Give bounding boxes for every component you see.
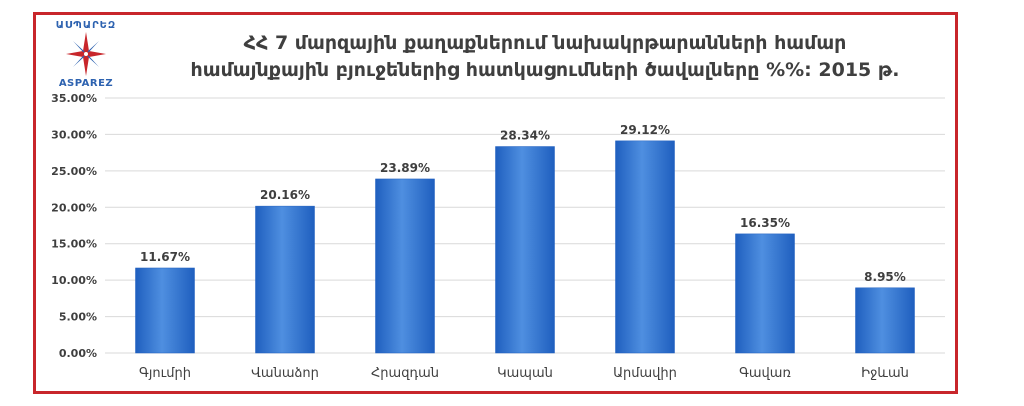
x-category-label: Վանաձոր	[251, 366, 319, 381]
bar	[495, 146, 555, 354]
y-tick-label: 30.00%	[51, 128, 97, 141]
bar	[735, 233, 795, 354]
value-label: 20.16%	[260, 188, 310, 202]
y-axis-tick-labels: 0.00% 5.00% 10.00% 15.00% 20.00% 25.00% 30.00%…	[51, 92, 97, 360]
bar	[135, 267, 195, 354]
bar	[255, 205, 315, 354]
bar	[615, 140, 675, 354]
bar	[375, 178, 435, 354]
value-label: 11.67%	[140, 250, 190, 264]
x-category-label: Իջևան	[861, 366, 909, 381]
value-label: 16.35%	[740, 216, 790, 230]
value-label: 8.95%	[864, 270, 906, 284]
x-category-label: Գավառ	[739, 366, 791, 381]
value-label: 23.89%	[380, 161, 430, 175]
asparez-logo: ԱՍՊԱՐԵԶ ASPAREZ	[45, 20, 127, 92]
x-category-label: Գյումրի	[139, 366, 191, 381]
logo-top-text: ԱՍՊԱՐԵԶ	[55, 20, 117, 31]
chart-title-line-2: համայնքային բյուջեներից հատկացումների ծա…	[190, 59, 900, 81]
y-tick-label: 35.00%	[51, 92, 97, 105]
value-label: 28.34%	[500, 129, 550, 143]
x-category-label: Կապան	[497, 366, 553, 381]
logo-bottom-text: ASPAREZ	[58, 78, 114, 89]
bars	[135, 140, 915, 354]
chart-title-line-1: ՀՀ 7 մարզային քաղաքներում նախակրթարաններ…	[243, 32, 847, 54]
x-axis-category-labels: Գյումրի Վանաձոր Հրազդան Կապան Արմավիր Գավառ Իջ…	[139, 366, 909, 381]
y-tick-label: 5.00%	[59, 311, 97, 324]
value-labels: 11.67% 20.16% 23.89% 28.34% 29.12% 16.35% 8.95…	[140, 123, 906, 284]
y-tick-label: 20.00%	[51, 201, 97, 214]
y-tick-label: 15.00%	[51, 238, 97, 251]
bar	[855, 287, 915, 354]
y-tick-label: 10.00%	[51, 274, 97, 287]
x-category-label: Հրազդան	[371, 366, 439, 381]
compass-star-icon	[66, 32, 106, 76]
chart-title: ՀՀ 7 մարզային քաղաքներում նախակրթարաններ…	[150, 30, 940, 84]
y-tick-label: 25.00%	[51, 165, 97, 178]
x-category-label: Արմավիր	[613, 366, 677, 381]
value-label: 29.12%	[620, 123, 670, 137]
y-tick-label: 0.00%	[59, 347, 97, 360]
